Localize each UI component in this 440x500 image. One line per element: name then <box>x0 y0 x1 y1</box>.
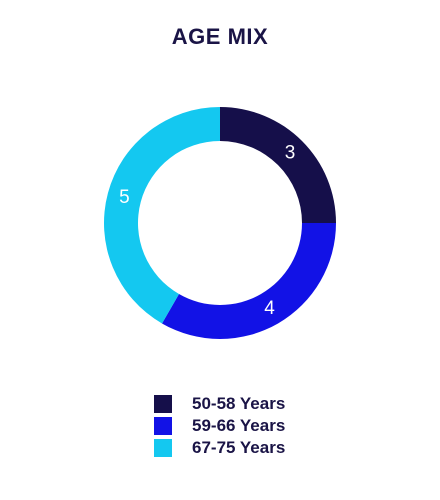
legend-swatch-67-75 <box>154 439 172 457</box>
legend-item-67-75: 67-75 Years <box>154 437 285 459</box>
legend-label-67-75: 67-75 Years <box>192 438 286 457</box>
donut-slice-50-58 <box>220 107 336 223</box>
chart-title: AGE MIX <box>171 24 269 49</box>
data-label-67-75: 5 <box>119 187 130 208</box>
donut-slice-59-66 <box>162 223 336 339</box>
donut-chart: 3 4 5 <box>104 107 336 339</box>
legend-item-59-66: 59-66 Years <box>154 415 285 437</box>
data-label-50-58: 3 <box>285 142 296 163</box>
legend-swatch-59-66 <box>154 417 172 435</box>
legend-swatch-50-58 <box>154 395 172 413</box>
legend-item-50-58: 50-58 Years <box>154 393 285 415</box>
legend: 50-58 Years 59-66 Years 67-75 Years <box>154 393 285 459</box>
data-label-59-66: 4 <box>264 298 275 319</box>
donut-slice-67-75 <box>104 107 220 324</box>
legend-label-50-58: 50-58 Years <box>192 394 286 413</box>
legend-label-59-66: 59-66 Years <box>192 416 286 435</box>
